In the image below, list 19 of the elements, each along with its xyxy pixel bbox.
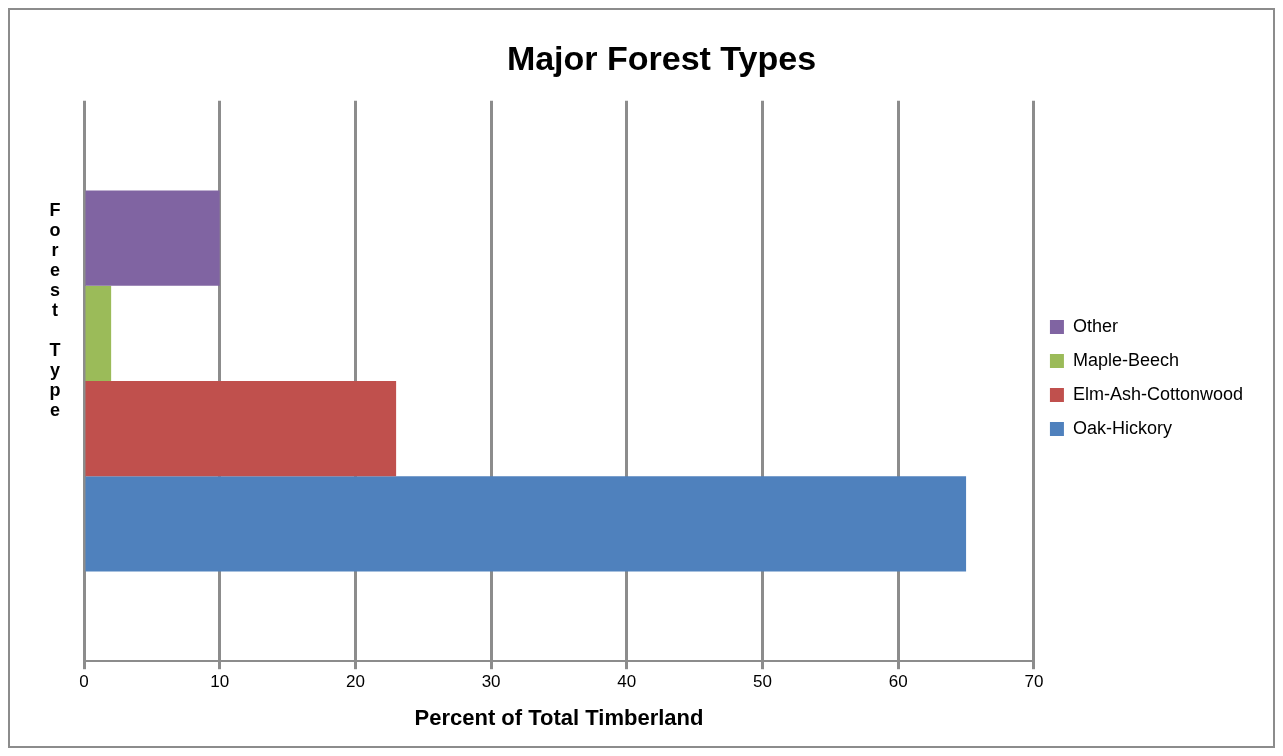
x-tick-label: 10: [210, 672, 230, 692]
bar: [85, 285, 112, 381]
x-tick-label: 50: [753, 672, 772, 692]
x-tick-label: 40: [617, 672, 637, 692]
x-tick-label: 20: [345, 672, 365, 692]
chart-title: Major Forest Types: [506, 38, 817, 77]
bar: [85, 476, 967, 572]
x-tick-label: 60: [888, 672, 908, 692]
x-tick-label: 0: [79, 672, 89, 692]
bar: [85, 190, 220, 286]
x-tick-label: 30: [481, 672, 501, 692]
legend-label: Oak-Hickory: [1072, 417, 1172, 438]
x-axis-title: Percent of Total Timberland: [414, 704, 704, 730]
legend-label: Other: [1072, 315, 1118, 336]
legend-label: Elm-Ash-Cottonwood: [1072, 383, 1244, 404]
y-axis-title: Forest Type: [44, 200, 66, 420]
bar: [85, 381, 397, 477]
x-tick-label: 70: [1024, 672, 1044, 692]
legend-label: Maple-Beech: [1072, 349, 1179, 370]
